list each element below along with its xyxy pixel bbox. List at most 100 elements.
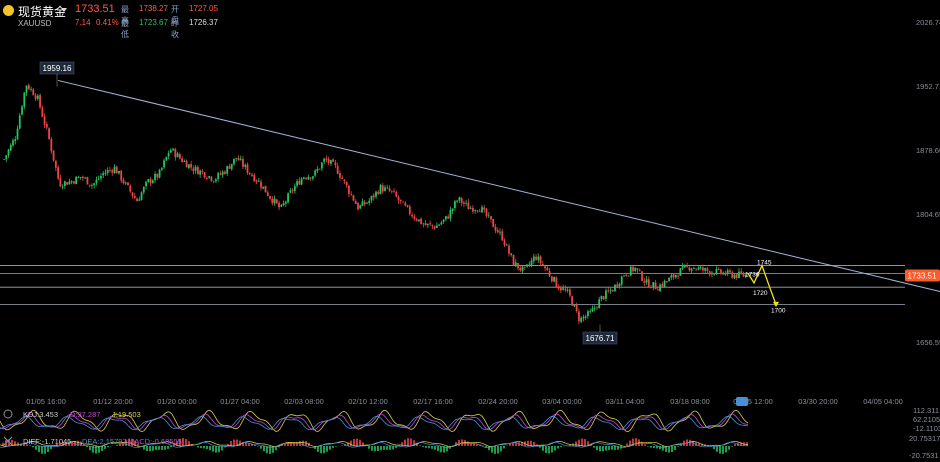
candle-body [729, 270, 731, 273]
candle-body [136, 198, 138, 202]
candle-body [348, 185, 350, 194]
y-tick-label: 2026.74 [916, 18, 940, 27]
candle-body [246, 164, 249, 173]
candle-body [377, 191, 380, 194]
candle-body [109, 170, 111, 171]
candle-body [415, 219, 418, 221]
candle-body [314, 170, 317, 176]
candle-body [57, 167, 60, 179]
candle-body [16, 128, 19, 140]
candle-body [203, 172, 206, 178]
candle-body [183, 161, 186, 162]
candle-body [228, 166, 231, 169]
candle-body [145, 181, 147, 187]
candle-body [395, 192, 398, 197]
candle-body [25, 85, 28, 93]
candle-body [242, 159, 244, 167]
candle-body [584, 316, 587, 318]
projection-label: 1736 [745, 271, 760, 278]
candle-body [487, 215, 490, 217]
candle-body [537, 256, 540, 261]
candle-body [580, 317, 583, 322]
candle-body [485, 208, 488, 216]
candle-body [5, 155, 8, 160]
candle-body [472, 207, 474, 212]
candle-body [535, 256, 537, 260]
candle-body [402, 201, 404, 203]
candle-body [490, 216, 492, 220]
candle-body [66, 182, 69, 185]
candle-body [690, 268, 693, 271]
x-tick-label: 02/10 12:00 [348, 397, 388, 406]
candle-body [435, 225, 438, 228]
candle-body [454, 201, 456, 209]
candle-body [733, 274, 736, 279]
candle-body [702, 267, 704, 271]
candle-body [271, 198, 274, 204]
low-label: 最低 [121, 19, 129, 39]
candle-body [449, 210, 452, 219]
candle-body [239, 158, 242, 160]
candle-body [275, 199, 278, 204]
candle-body [636, 268, 639, 270]
candle-body [3, 159, 5, 160]
candle-body [406, 205, 409, 207]
candle-body [190, 164, 193, 168]
candle-body [165, 156, 168, 161]
settings-icon [3, 409, 13, 419]
candle-body [722, 272, 725, 275]
candle-body [724, 272, 727, 275]
candle-body [296, 181, 298, 186]
candle-body [593, 307, 596, 309]
candle-body [731, 272, 734, 278]
candle-body [544, 266, 546, 269]
candle-body [422, 223, 425, 225]
candle-body [273, 198, 276, 204]
candle-body [674, 274, 677, 278]
kdj-d-line [0, 413, 749, 431]
candle-body [510, 253, 513, 256]
candle-body [196, 167, 199, 175]
candle-body [9, 144, 12, 151]
low-value: 1723.67 [139, 18, 168, 27]
candle-body [221, 171, 224, 175]
candle-body [404, 202, 407, 206]
candle-body [744, 275, 747, 278]
candle-body [541, 263, 544, 266]
candle-body [361, 201, 364, 206]
candle-body [611, 290, 614, 292]
symbol-name[interactable]: 现货黄金 [18, 5, 67, 19]
candle-body [325, 158, 328, 160]
candle-body [526, 264, 528, 267]
candle-body [632, 266, 634, 272]
candle-body [417, 219, 420, 222]
candle-body [413, 216, 416, 219]
candle-body [30, 88, 32, 90]
candle-body [596, 307, 598, 309]
candle-body [643, 281, 646, 283]
candle-body [54, 160, 57, 168]
candle-body [111, 170, 114, 173]
candle-body [424, 223, 427, 226]
open-value: 1727.05 [189, 4, 218, 13]
candle-body [176, 153, 179, 158]
candle-body [397, 196, 400, 201]
candle-body [226, 166, 229, 174]
candle-body [420, 218, 422, 224]
candle-body [442, 219, 445, 222]
candle-body [7, 149, 10, 156]
y-tick-label: 1952.71 [916, 82, 940, 91]
candle-body [201, 171, 204, 173]
candle-body [327, 159, 330, 163]
candle-body [77, 177, 80, 178]
close-icon [3, 436, 13, 446]
candle-body [686, 265, 689, 267]
candle-body [264, 185, 267, 193]
candle-body [320, 162, 323, 169]
trendline [57, 79, 940, 292]
x-tick-label: 01/05 16:00 [26, 397, 66, 406]
candle-body [564, 288, 567, 291]
chevron-down-icon[interactable] [61, 8, 67, 12]
candle-body [311, 176, 314, 179]
